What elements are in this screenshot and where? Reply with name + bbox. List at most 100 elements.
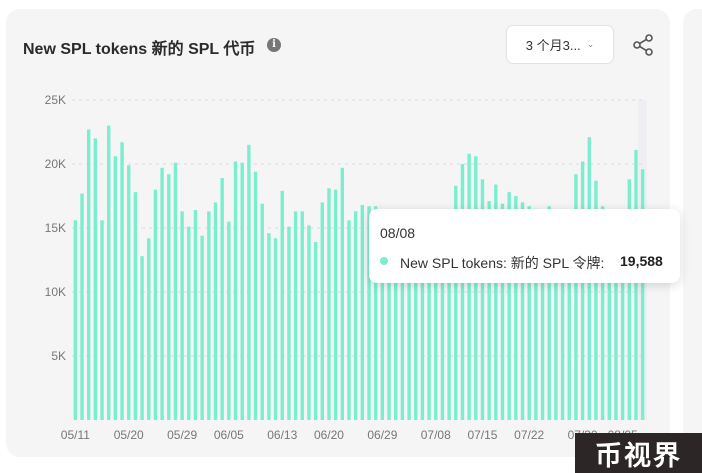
bar xyxy=(353,211,358,420)
bar xyxy=(407,215,411,420)
bar xyxy=(93,138,98,420)
bar xyxy=(287,226,291,420)
bar xyxy=(387,221,391,420)
bar xyxy=(494,184,498,420)
bar xyxy=(560,211,565,420)
chart-title: New SPL tokens 新的 SPL 代币 xyxy=(23,41,256,58)
bar xyxy=(207,211,211,420)
bar xyxy=(180,211,184,420)
bar xyxy=(260,203,264,420)
bar xyxy=(153,189,158,420)
bar xyxy=(187,226,191,420)
x-tick-label: 06/13 xyxy=(267,428,297,442)
bar xyxy=(454,185,458,420)
bar xyxy=(640,169,645,420)
bar xyxy=(327,188,331,420)
bar xyxy=(160,167,164,420)
bar xyxy=(167,174,171,420)
bar xyxy=(580,161,585,420)
bar xyxy=(120,142,124,421)
y-tick-label: 10K xyxy=(45,285,66,299)
x-tick-label: 07/08 xyxy=(421,428,451,442)
tooltip-value: 19,588 xyxy=(620,253,663,269)
bar xyxy=(267,233,271,420)
bar xyxy=(253,171,258,420)
bar xyxy=(620,212,625,420)
bar xyxy=(333,189,338,420)
bar xyxy=(514,196,518,420)
chart-tooltip: 08/08 New SPL tokens: 新的 SPL 令牌: 19,588 xyxy=(369,209,680,283)
bar xyxy=(540,212,545,420)
tooltip-date: 08/08 xyxy=(380,225,416,241)
x-tick-label: 06/05 xyxy=(214,428,244,442)
bar xyxy=(240,162,244,420)
bar xyxy=(367,206,371,420)
bar xyxy=(373,206,378,420)
x-tick-label: 07/22 xyxy=(514,428,544,442)
bar xyxy=(447,216,451,420)
bar xyxy=(534,208,538,420)
bar xyxy=(440,219,445,420)
bar xyxy=(507,192,511,420)
bar xyxy=(113,156,118,420)
bar xyxy=(467,153,471,420)
bar xyxy=(307,225,311,420)
bar xyxy=(400,217,405,420)
bar xyxy=(480,179,485,420)
tooltip-series-label: New SPL tokens: 新的 SPL 令牌: xyxy=(400,255,605,271)
bar xyxy=(567,215,571,420)
bar xyxy=(320,202,324,420)
bar xyxy=(340,167,345,420)
watermark-logo: 币视界 xyxy=(575,433,702,473)
bar xyxy=(460,164,465,420)
bar xyxy=(547,206,551,420)
y-tick-label: 25K xyxy=(45,93,66,107)
bar xyxy=(140,256,144,420)
bar xyxy=(173,162,178,420)
y-tick-label: 5K xyxy=(51,349,66,363)
bar xyxy=(634,149,638,421)
bar xyxy=(213,202,218,420)
bar xyxy=(193,210,198,420)
bar xyxy=(554,210,558,420)
bar xyxy=(107,125,111,420)
adjacent-card-edge xyxy=(683,9,702,457)
bar xyxy=(313,242,318,420)
bar xyxy=(474,156,478,420)
bar xyxy=(347,220,351,420)
bar xyxy=(600,206,605,420)
bar xyxy=(247,144,251,421)
bar xyxy=(200,235,204,420)
bar xyxy=(594,180,598,420)
x-tick-label: 06/20 xyxy=(314,428,344,442)
bar xyxy=(227,221,231,420)
bar xyxy=(487,201,491,420)
bar xyxy=(73,220,78,420)
chevron-down-icon: ⌄ xyxy=(586,39,595,49)
info-icon[interactable]: i xyxy=(267,38,281,52)
bar xyxy=(394,217,398,420)
bar xyxy=(607,210,611,420)
x-tick-label: 05/20 xyxy=(114,428,144,442)
bar xyxy=(273,238,278,420)
bar xyxy=(147,238,151,420)
bar xyxy=(86,129,91,420)
time-range-value: 3 个月3... xyxy=(525,38,581,53)
bar xyxy=(233,161,238,420)
bar xyxy=(80,193,84,420)
bar xyxy=(293,211,298,420)
bar xyxy=(220,178,224,420)
bar xyxy=(380,215,385,420)
y-tick-label: 20K xyxy=(45,157,66,171)
bar xyxy=(627,179,632,420)
bar xyxy=(127,165,131,420)
bar xyxy=(360,204,365,420)
bar xyxy=(300,211,304,420)
time-range-select[interactable]: 3 个月3... ⌄ xyxy=(506,25,614,64)
bar xyxy=(133,192,138,420)
bar xyxy=(614,211,618,420)
y-tick-label: 15K xyxy=(45,221,66,235)
share-icon[interactable] xyxy=(631,33,655,57)
bar xyxy=(574,174,578,420)
